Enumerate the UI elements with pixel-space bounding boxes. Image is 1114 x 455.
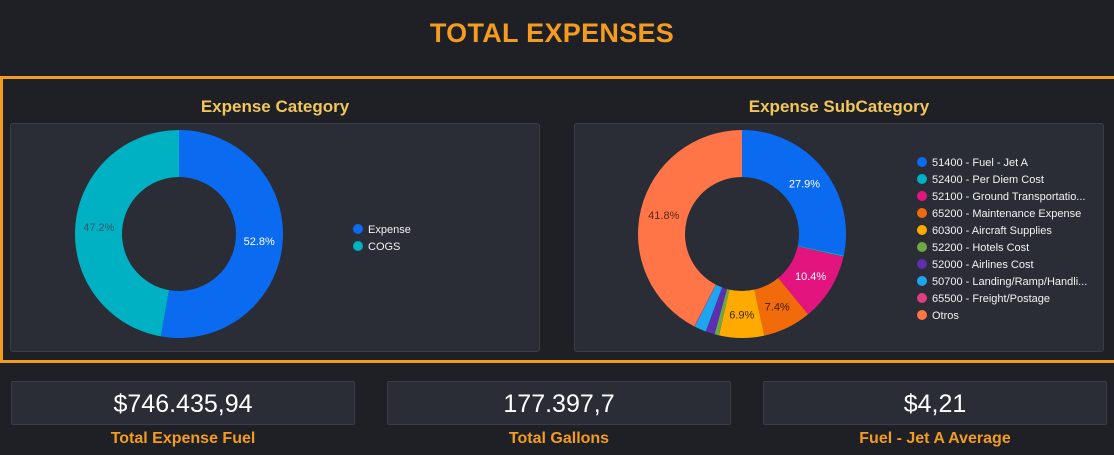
- expense-subcategory-data-label-60300-aircraft-supplies: 6.9%: [729, 309, 754, 321]
- expense-subcategory-legend-item-52200-hotels-cost[interactable]: 52200 - Hotels Cost: [917, 240, 1093, 257]
- kpi-fuel-jet-a-average-card: $4,21: [763, 381, 1107, 425]
- expense-category-legend-item-cogs[interactable]: COGS: [353, 239, 411, 256]
- expense-subcategory-data-label-51400-fuel-jet-a: 27.9%: [789, 178, 820, 190]
- expense-category-legend-label: COGS: [368, 241, 401, 253]
- expense-subcategory-legend-item-otros[interactable]: Otros: [917, 308, 1093, 325]
- expense-subcategory-legend-item-50700-landing-ramp-handli[interactable]: 50700 - Landing/Ramp/Handli...: [917, 274, 1093, 291]
- expense-subcategory-slice-65200-maintenance-expense[interactable]: [754, 278, 809, 336]
- expense-subcategory-legend-swatch: [917, 310, 927, 321]
- expense-subcategory-legend-swatch: [917, 276, 927, 287]
- expense-subcategory-slice-50700-landing-ramp-handli[interactable]: [694, 284, 723, 332]
- expense-subcategory-data-label-otros: 41.8%: [648, 210, 679, 222]
- expense-subcategory-slice-51400-fuel-jet-a[interactable]: [742, 130, 846, 256]
- expense-category-legend-label: Expense: [368, 224, 411, 236]
- expense-subcategory-legend-item-52000-airlines-cost[interactable]: 52000 - Airlines Cost: [917, 257, 1093, 274]
- kpi-total-gallons-value: 177.397,7: [503, 390, 615, 418]
- expense-category-slice-cogs[interactable]: [75, 130, 179, 337]
- expense-subcategory-legend-label: 65200 - Maintenance Expense: [932, 208, 1082, 220]
- kpi-total-expense-fuel-value: $746.435,94: [113, 390, 253, 418]
- kpi-fuel-jet-a-average-value: $4,21: [903, 390, 967, 418]
- expense-subcategory-slice-65500-freight-postage[interactable]: [694, 284, 717, 327]
- expense-subcategory-legend-item-52100-ground-transportatio[interactable]: 52100 - Ground Transportatio...: [917, 189, 1093, 206]
- kpi-total-expense-fuel-label: Total Expense Fuel: [110, 430, 256, 447]
- kpi-fuel-jet-a-average-label: Fuel - Jet A Average: [859, 430, 1011, 447]
- expense-subcategory-legend-swatch: [917, 259, 927, 270]
- expense-subcategory-panel[interactable]: 27.9% 10.4% 7.4% 6.9% 41.8% 51400 - Fuel - J…: [574, 123, 1104, 352]
- expense-subcategory-legend-swatch: [917, 242, 927, 253]
- kpi-total-gallons-card: 177.397,7: [387, 381, 731, 425]
- expense-subcategory-slice-60300-aircraft-supplies[interactable]: [718, 289, 765, 338]
- expense-subcategory-slice-52100-ground-transportatio[interactable]: [778, 246, 844, 315]
- expense-subcategory-legend-label: Otros: [932, 310, 959, 322]
- expense-category-legend-item-expense[interactable]: Expense: [353, 222, 411, 239]
- expense-subcategory-slice-52000-airlines-cost[interactable]: [705, 287, 727, 335]
- charts-section-border: [0, 76, 1114, 363]
- expense-subcategory-legend-label: 50700 - Landing/Ramp/Handli...: [932, 276, 1088, 288]
- expense-subcategory-legend-item-52400-per-diem-cost[interactable]: 52400 - Per Diem Cost: [917, 172, 1093, 189]
- expense-category-data-label-cogs: 47.2%: [83, 222, 114, 234]
- expense-subcategory-legend-item-51400-fuel-jet-a[interactable]: 51400 - Fuel - Jet A: [917, 155, 1093, 172]
- expense-subcategory-legend-swatch: [917, 174, 927, 185]
- expense-subcategory-legend-item-65500-freight-postage[interactable]: 65500 - Freight/Postage: [917, 291, 1093, 308]
- expense-subcategory-legend-label: 52000 - Airlines Cost: [932, 259, 1034, 271]
- expense-subcategory-legend-label: 52400 - Per Diem Cost: [932, 174, 1044, 186]
- expense-subcategory-legend-swatch: [917, 191, 927, 202]
- expense-subcategory-legend-label: 52100 - Ground Transportatio...: [932, 191, 1086, 203]
- expense-subcategory-legend-swatch: [917, 157, 927, 168]
- expense-subcategory-slice-52200-hotels-cost[interactable]: [714, 288, 730, 336]
- expense-subcategory-slice-otros[interactable]: [637, 130, 742, 327]
- expense-subcategory-legend-swatch: [917, 225, 927, 236]
- expense-subcategory-legend-label: 65500 - Freight/Postage: [932, 293, 1051, 305]
- expense-category-title: Expense Category: [200, 97, 350, 116]
- expense-category-donut-chart[interactable]: 52.8% 47.2%: [11, 124, 541, 353]
- expense-category-data-label-expense: 52.8%: [244, 236, 275, 248]
- kpi-total-gallons-label: Total Gallons: [508, 430, 610, 447]
- expense-category-legend-swatch: [353, 224, 363, 235]
- expense-subcategory-legend-swatch: [917, 293, 927, 304]
- expense-category-legend-swatch: [353, 241, 363, 252]
- page-title: TOTAL EXPENSES: [429, 18, 675, 48]
- expense-subcategory-data-label-65200-maintenance-expense: 7.4%: [765, 301, 790, 313]
- kpi-total-expense-fuel-card: $746.435,94: [11, 381, 355, 425]
- expense-subcategory-legend-label: 60300 - Aircraft Supplies: [932, 225, 1052, 237]
- expense-subcategory-legend-label: 51400 - Fuel - Jet A: [932, 157, 1028, 169]
- expense-subcategory-legend[interactable]: 51400 - Fuel - Jet A 52400 - Per Diem Cos…: [917, 155, 1093, 325]
- expense-subcategory-legend-item-65200-maintenance-expense[interactable]: 65200 - Maintenance Expense: [917, 206, 1093, 223]
- expense-subcategory-title: Expense SubCategory: [748, 97, 930, 116]
- expense-subcategory-slice-52400-per-diem-cost[interactable]: [797, 245, 844, 257]
- expense-subcategory-data-label-52100-ground-transportatio: 10.4%: [795, 271, 826, 283]
- expense-category-panel[interactable]: 52.8% 47.2% Expense COGS: [10, 123, 540, 352]
- expense-subcategory-legend-swatch: [917, 208, 927, 219]
- expense-subcategory-legend-label: 52200 - Hotels Cost: [932, 242, 1030, 254]
- expense-category-slice-expense[interactable]: [160, 130, 284, 338]
- expense-category-legend[interactable]: Expense COGS: [353, 222, 411, 256]
- expense-subcategory-donut-chart[interactable]: 27.9% 10.4% 7.4% 6.9% 41.8%: [575, 124, 1105, 353]
- expense-subcategory-legend-item-60300-aircraft-supplies[interactable]: 60300 - Aircraft Supplies: [917, 223, 1093, 240]
